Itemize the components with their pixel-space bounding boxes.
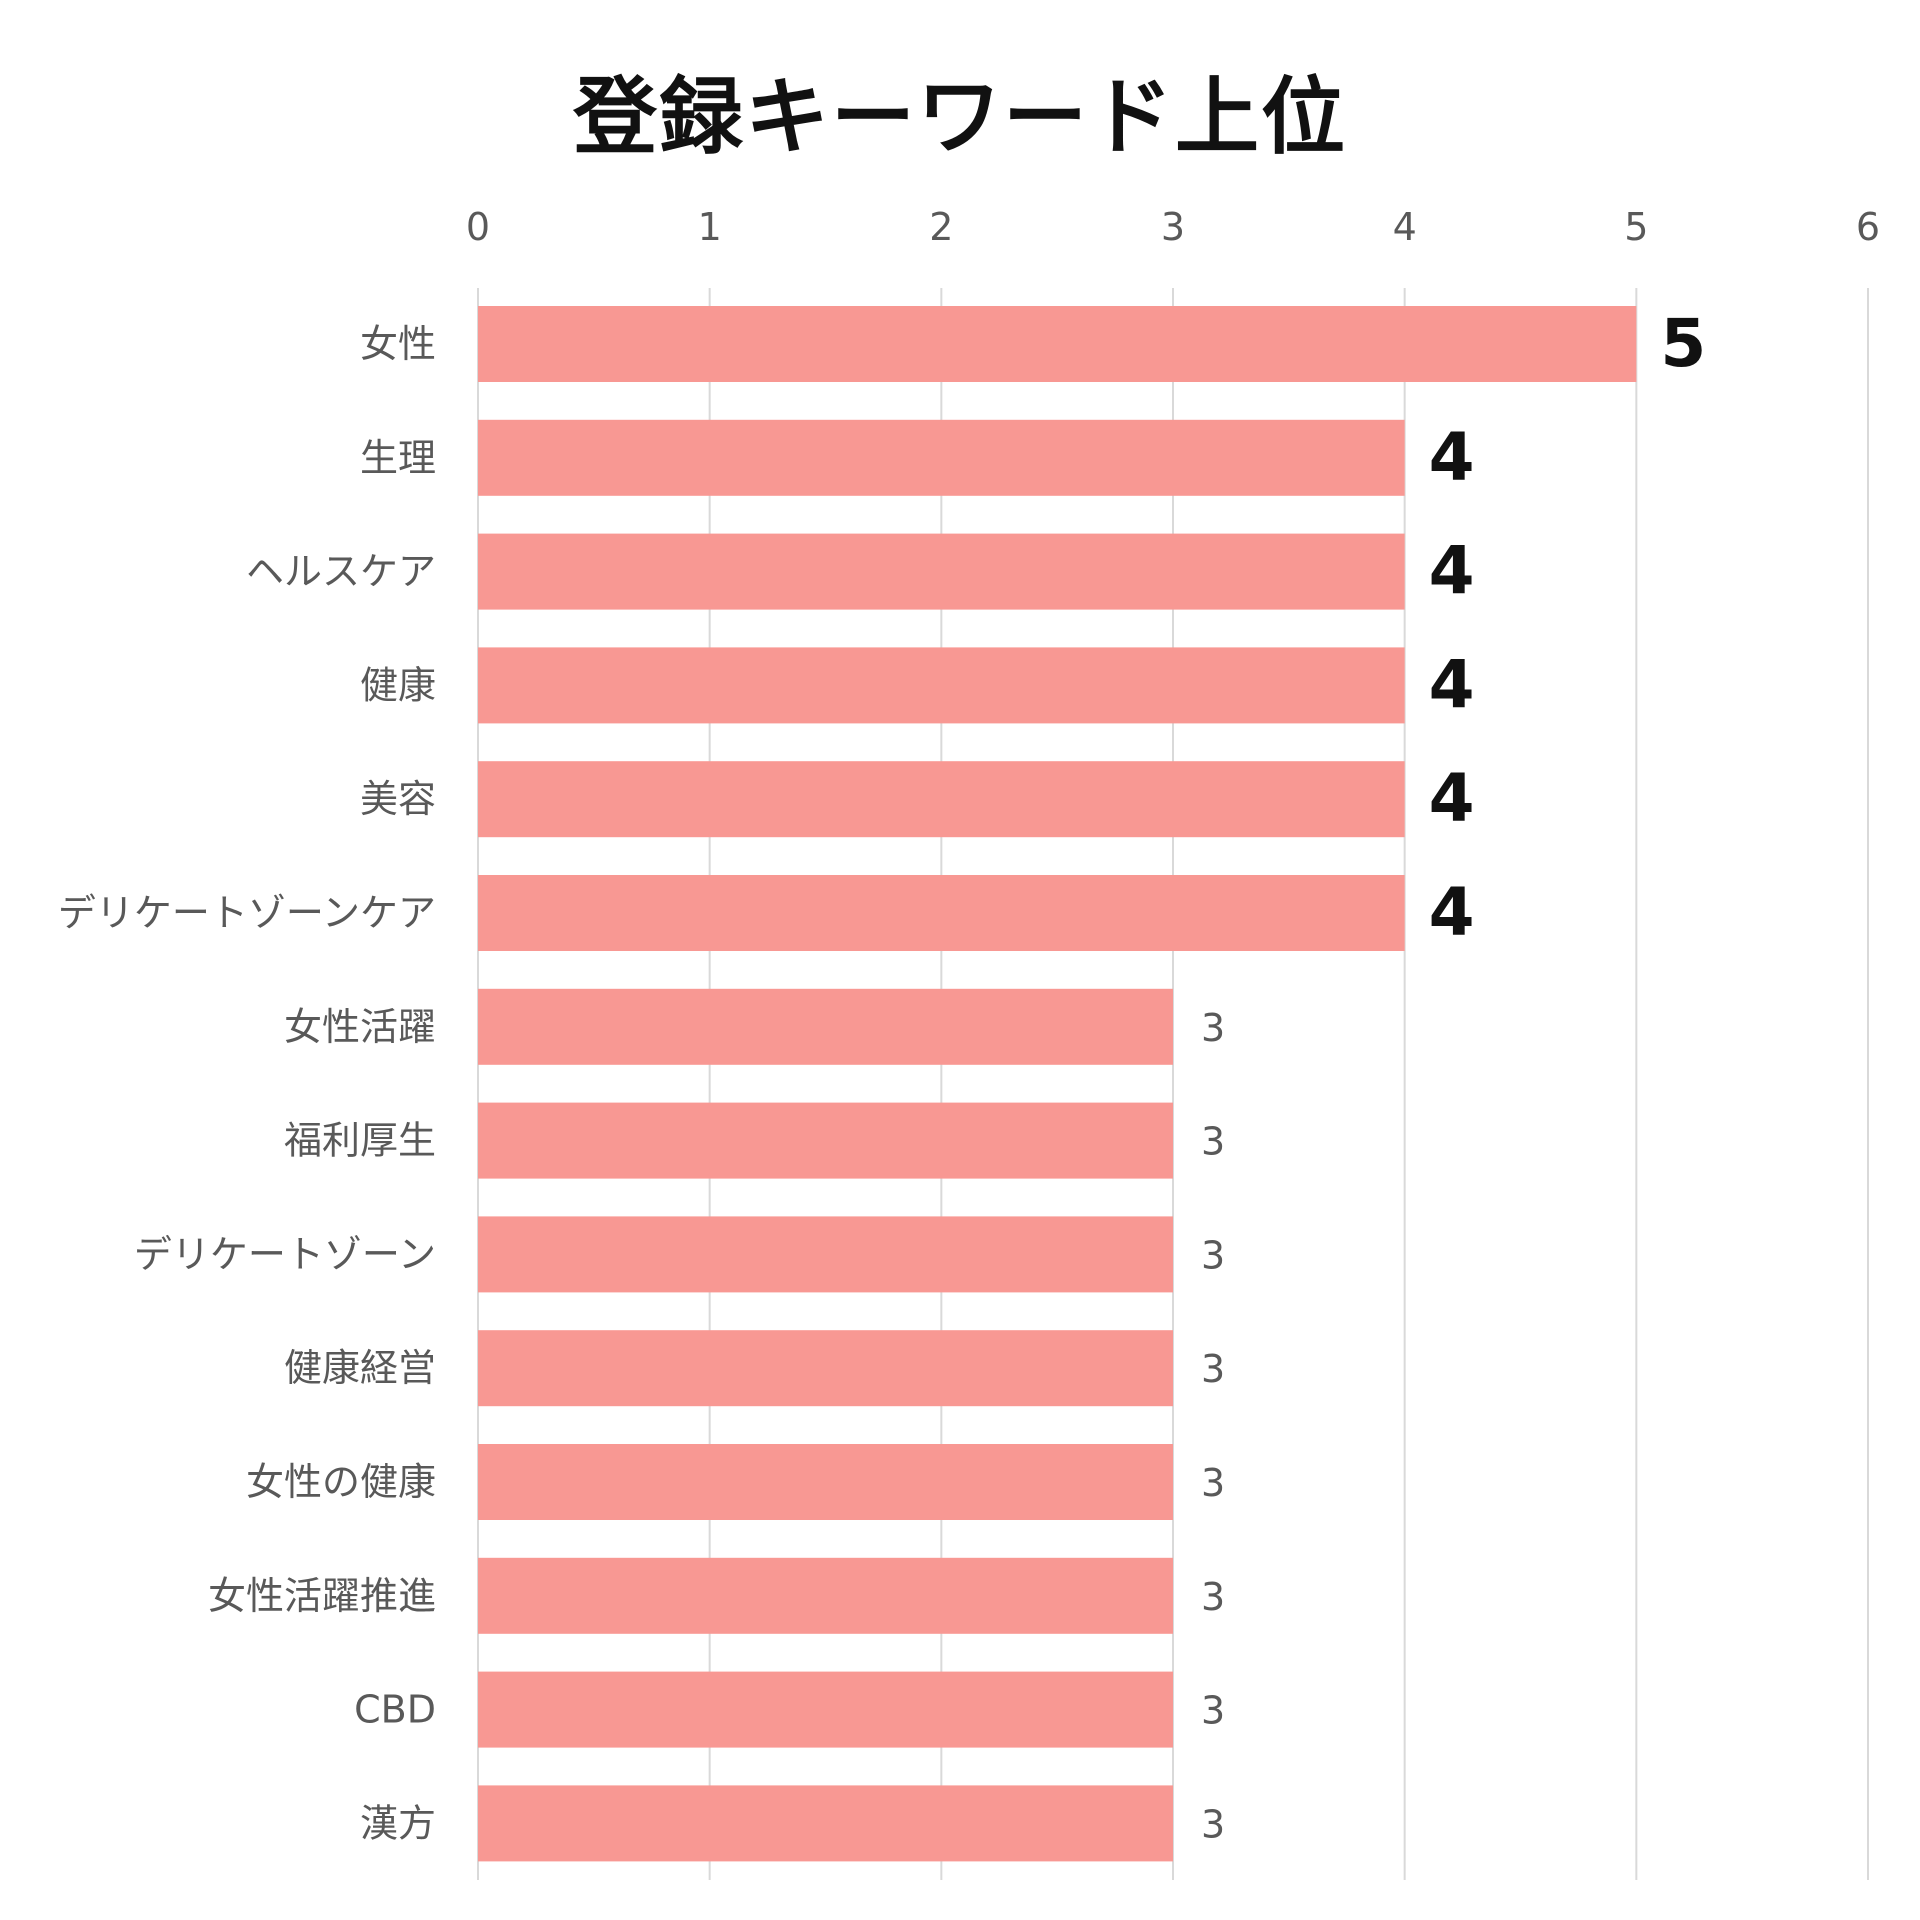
- category-label: 健康経営: [284, 1346, 436, 1390]
- category-label: デリケートゾーンケア: [58, 891, 436, 935]
- bar: [478, 988, 1173, 1065]
- data-label: 4: [1429, 874, 1475, 951]
- x-tick-label: 0: [466, 205, 490, 249]
- category-label: 美容: [360, 777, 436, 821]
- x-tick-label: 2: [929, 205, 953, 249]
- bar: [478, 1557, 1173, 1634]
- bar: [478, 1444, 1173, 1520]
- category-label: 女性: [360, 322, 436, 366]
- category-label: 漢方: [360, 1801, 436, 1845]
- x-tick-label: 1: [698, 205, 722, 249]
- bar: [478, 761, 1405, 838]
- data-label: 3: [1201, 1120, 1225, 1164]
- data-label: 3: [1201, 1802, 1225, 1846]
- chart-title: 登録キーワード上位: [572, 68, 1347, 166]
- data-label: 5: [1660, 305, 1706, 382]
- data-label: 3: [1201, 1233, 1225, 1277]
- category-label: 福利厚生: [284, 1119, 436, 1163]
- data-label: 3: [1201, 1461, 1225, 1505]
- data-label: 3: [1201, 1347, 1225, 1391]
- data-label: 4: [1429, 646, 1475, 723]
- x-tick-label: 4: [1393, 205, 1417, 249]
- x-tick-label: 5: [1624, 205, 1648, 249]
- bar: [478, 306, 1637, 382]
- category-label: 女性の健康: [246, 1460, 436, 1504]
- bars: [478, 306, 1637, 1862]
- category-label: 女性活躍: [284, 1005, 436, 1049]
- bar: [478, 1102, 1173, 1179]
- data-labels: 5 4 4 4 4 4 3 3 3 3 3 3 3 3: [1201, 305, 1706, 1846]
- bar: [478, 647, 1405, 724]
- bar: [478, 1785, 1173, 1862]
- category-labels: 女性生理ヘルスケア健康美容デリケートゾーンケア女性活躍福利厚生デリケートゾーン健…: [58, 322, 436, 1845]
- data-label: 4: [1429, 760, 1475, 837]
- category-label: 女性活躍推進: [208, 1574, 436, 1618]
- bar: [478, 1216, 1173, 1293]
- category-label: ヘルスケア: [246, 550, 436, 594]
- bar: [478, 1671, 1173, 1748]
- category-label: デリケートゾーン: [134, 1232, 436, 1276]
- grid-layer: [477, 288, 1869, 1880]
- category-label: 健康: [360, 663, 436, 707]
- data-label: 3: [1201, 1006, 1225, 1050]
- data-label: 4: [1429, 419, 1475, 496]
- bar: [478, 533, 1405, 610]
- category-label: CBD: [354, 1688, 436, 1732]
- bar: [478, 1330, 1173, 1407]
- data-label: 4: [1429, 533, 1475, 610]
- x-tick-label: 3: [1161, 205, 1185, 249]
- x-tick-label: 6: [1856, 205, 1880, 249]
- bar: [478, 419, 1405, 496]
- category-label: 生理: [360, 436, 436, 480]
- bar: [478, 875, 1405, 951]
- x-tick-labels: 0 1 2 3 4 5 6: [466, 205, 1880, 249]
- data-label: 3: [1201, 1575, 1225, 1619]
- data-label: 3: [1201, 1689, 1225, 1733]
